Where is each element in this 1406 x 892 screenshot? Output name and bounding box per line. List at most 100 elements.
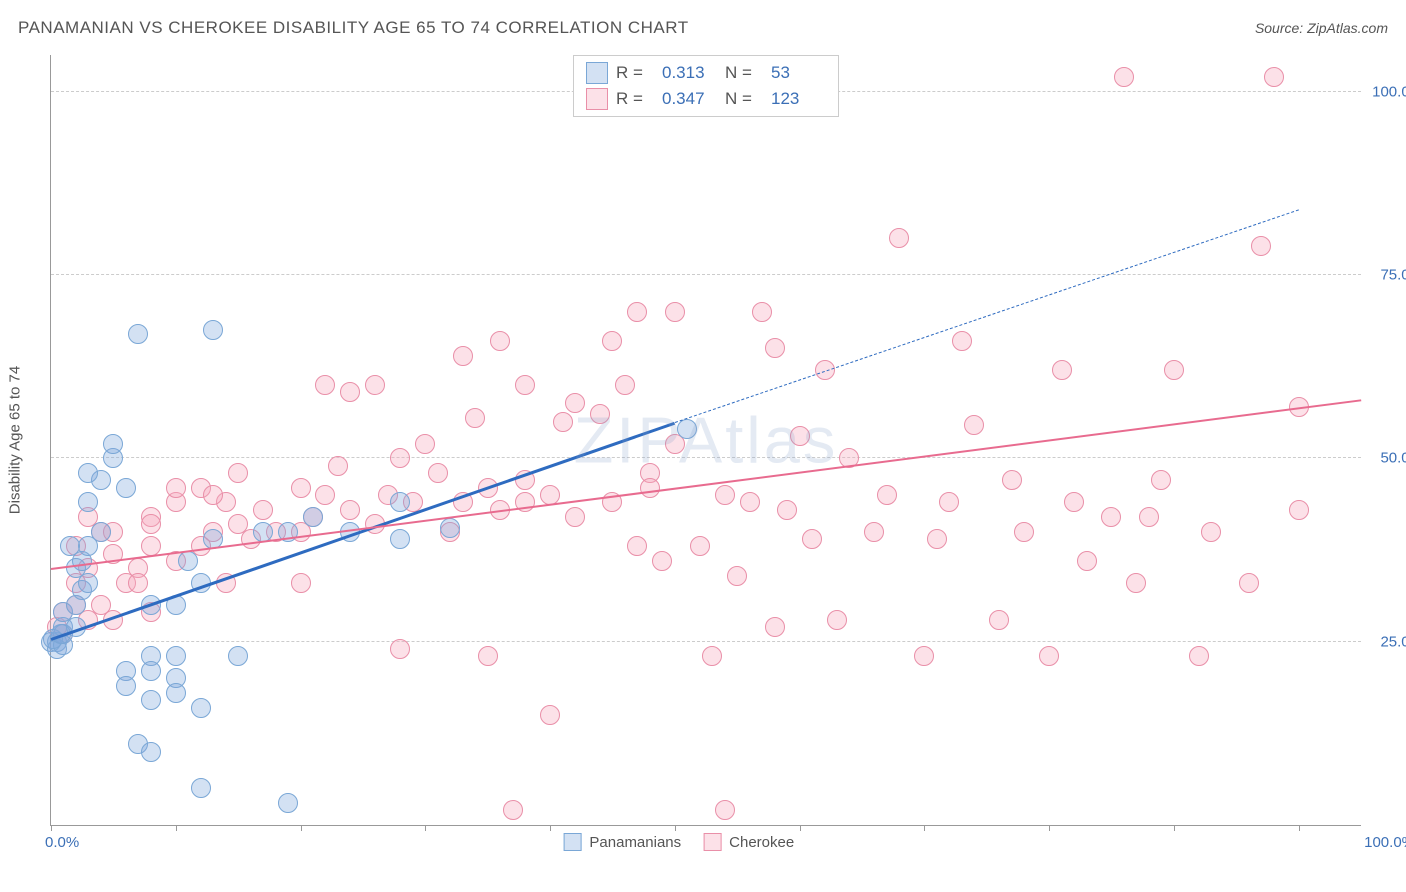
cherokee-point bbox=[765, 338, 785, 358]
cherokee-point bbox=[128, 573, 148, 593]
cherokee-point bbox=[1052, 360, 1072, 380]
panamanians-point bbox=[91, 522, 111, 542]
cherokee-point bbox=[914, 646, 934, 666]
cherokee-point bbox=[1151, 470, 1171, 490]
panamanians-point bbox=[191, 698, 211, 718]
cherokee-point bbox=[602, 331, 622, 351]
cherokee-point bbox=[615, 375, 635, 395]
cherokee-point bbox=[515, 375, 535, 395]
cherokee-point bbox=[478, 646, 498, 666]
cherokee-point bbox=[315, 485, 335, 505]
gridline bbox=[51, 274, 1361, 275]
cherokee-point bbox=[727, 566, 747, 586]
plot-container: Disability Age 65 to 74 ZIPAtlas R =0.31… bbox=[50, 55, 1360, 825]
cherokee-point bbox=[478, 478, 498, 498]
cherokee-point bbox=[340, 500, 360, 520]
cherokee-point bbox=[340, 382, 360, 402]
panamanians-point bbox=[203, 529, 223, 549]
legend-label: Cherokee bbox=[729, 834, 794, 851]
gridline bbox=[51, 457, 1361, 458]
cherokee-point bbox=[390, 448, 410, 468]
cherokee-point bbox=[453, 492, 473, 512]
x-tick bbox=[176, 825, 177, 831]
cherokee-point bbox=[1077, 551, 1097, 571]
cherokee-point bbox=[453, 346, 473, 366]
panamanians-point bbox=[78, 492, 98, 512]
cherokee-point bbox=[503, 800, 523, 820]
panamanians-point bbox=[116, 676, 136, 696]
cherokee-point bbox=[365, 375, 385, 395]
legend-N-value: 53 bbox=[771, 63, 826, 83]
panamanians-point bbox=[340, 522, 360, 542]
x-tick bbox=[675, 825, 676, 831]
cherokee-point bbox=[889, 228, 909, 248]
legend-N-label: N = bbox=[725, 89, 763, 109]
panamanians-point bbox=[390, 529, 410, 549]
legend-N-label: N = bbox=[725, 63, 763, 83]
cherokee-point bbox=[839, 448, 859, 468]
panamanians-point bbox=[677, 419, 697, 439]
cherokee-point bbox=[1239, 573, 1259, 593]
panamanians-point bbox=[141, 742, 161, 762]
legend-series: Panamanians Cherokee bbox=[563, 833, 794, 851]
cherokee-point bbox=[790, 426, 810, 446]
cherokee-point bbox=[216, 573, 236, 593]
cherokee-point bbox=[540, 705, 560, 725]
cherokee-point bbox=[553, 412, 573, 432]
cherokee-point bbox=[1126, 573, 1146, 593]
cherokee-point bbox=[665, 302, 685, 322]
x-axis-min-label: 0.0% bbox=[45, 834, 79, 851]
cherokee-point bbox=[815, 360, 835, 380]
cherokee-point bbox=[652, 551, 672, 571]
cherokee-point bbox=[291, 478, 311, 498]
panamanians-point bbox=[141, 595, 161, 615]
y-axis-label: Disability Age 65 to 74 bbox=[7, 366, 24, 514]
cherokee-point bbox=[740, 492, 760, 512]
x-tick bbox=[800, 825, 801, 831]
cherokee-point bbox=[328, 456, 348, 476]
legend-R-label: R = bbox=[616, 89, 654, 109]
panamanians-point bbox=[141, 690, 161, 710]
panamanians-point bbox=[253, 522, 273, 542]
panamanians-point bbox=[191, 778, 211, 798]
cherokee-point bbox=[827, 610, 847, 630]
cherokee-point bbox=[702, 646, 722, 666]
cherokee-point bbox=[565, 507, 585, 527]
cherokee-point bbox=[752, 302, 772, 322]
cherokee-point bbox=[602, 492, 622, 512]
legend-stats-row: R =0.313N =53 bbox=[586, 60, 826, 86]
x-tick bbox=[1174, 825, 1175, 831]
cherokee-point bbox=[964, 415, 984, 435]
cherokee-point bbox=[141, 536, 161, 556]
cherokee-point bbox=[690, 536, 710, 556]
x-tick bbox=[1049, 825, 1050, 831]
y-tick-label: 100.0% bbox=[1368, 83, 1406, 100]
cherokee-point bbox=[1114, 67, 1134, 87]
cherokee-point bbox=[390, 639, 410, 659]
cherokee-point bbox=[103, 544, 123, 564]
legend-item: Panamanians bbox=[563, 833, 681, 851]
cherokee-point bbox=[1101, 507, 1121, 527]
panamanians-point bbox=[303, 507, 323, 527]
panamanians-point bbox=[103, 434, 123, 454]
cherokee-point bbox=[465, 408, 485, 428]
cherokee-point bbox=[1264, 67, 1284, 87]
cherokee-point bbox=[1014, 522, 1034, 542]
gridline bbox=[51, 641, 1361, 642]
cherokee-point bbox=[939, 492, 959, 512]
cherokee-point bbox=[952, 331, 972, 351]
cherokee-point bbox=[877, 485, 897, 505]
panamanians-point bbox=[166, 595, 186, 615]
cherokee-point bbox=[490, 331, 510, 351]
legend-label: Panamanians bbox=[589, 834, 681, 851]
cherokee-point bbox=[565, 393, 585, 413]
cherokee-point bbox=[166, 478, 186, 498]
cherokee-point bbox=[228, 463, 248, 483]
panamanians-point bbox=[203, 320, 223, 340]
cherokee-point bbox=[715, 485, 735, 505]
panamanians-point bbox=[440, 518, 460, 538]
cherokee-point bbox=[989, 610, 1009, 630]
cherokee-point bbox=[590, 404, 610, 424]
cherokee-point bbox=[141, 514, 161, 534]
panamanians-point bbox=[128, 324, 148, 344]
